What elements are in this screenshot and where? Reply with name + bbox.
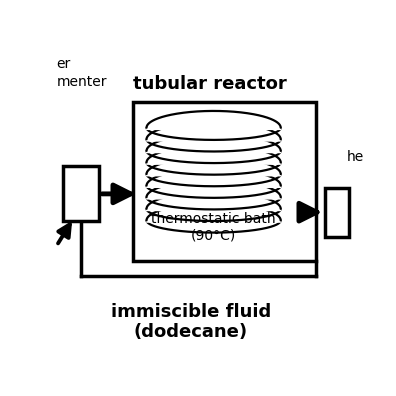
Text: thermostatic bath
(90°C): thermostatic bath (90°C) [151,213,276,243]
Polygon shape [147,169,281,187]
Bar [133,103,316,261]
Polygon shape [147,157,281,176]
Text: tubular reactor: tubular reactor [133,75,287,93]
Polygon shape [147,204,281,222]
Text: er: er [57,57,71,70]
Polygon shape [147,111,281,129]
Bar [325,188,349,236]
Polygon shape [147,122,281,141]
Text: menter: menter [57,75,107,89]
Polygon shape [147,146,281,164]
Polygon shape [147,134,281,152]
Bar [63,166,99,221]
Polygon shape [147,192,281,211]
Text: he: he [346,150,364,164]
Text: immiscible fluid
(dodecane): immiscible fluid (dodecane) [110,303,271,341]
Polygon shape [147,181,281,199]
